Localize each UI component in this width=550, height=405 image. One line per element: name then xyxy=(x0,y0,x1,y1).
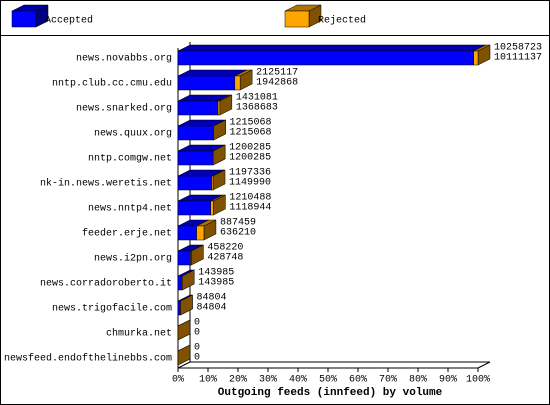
x-axis-title: Outgoing feeds (innfeed) by volume xyxy=(218,387,443,399)
value-label: 636210 xyxy=(220,228,256,239)
x-tick-label: 100% xyxy=(466,375,490,386)
value-label: 10111137 xyxy=(494,53,542,64)
x-tick-label: 30% xyxy=(259,375,277,386)
value-label: 1149990 xyxy=(229,178,271,189)
x-tick-label: 20% xyxy=(229,375,247,386)
value-label: 1215068 xyxy=(230,118,272,129)
y-tick-label: nk-in.news.weretis.net xyxy=(40,178,172,190)
value-label: 1431081 xyxy=(236,93,278,104)
legend-label: Rejected xyxy=(318,15,366,27)
y-tick-label: news.i2pn.org xyxy=(94,253,172,265)
y-tick-label: chmurka.net xyxy=(106,328,172,340)
bar xyxy=(212,144,226,166)
x-tick-label: 10% xyxy=(199,375,217,386)
y-tick-label: news.snarked.org xyxy=(76,103,172,115)
x-tick-label: 90% xyxy=(439,375,457,386)
bar xyxy=(211,169,226,191)
y-tick-label: feeder.erje.net xyxy=(82,228,172,240)
bar xyxy=(181,269,195,291)
x-tick-label: 0% xyxy=(172,375,184,386)
bar xyxy=(180,294,193,316)
bar xyxy=(213,119,226,141)
y-tick-label: nntp.club.cc.cmu.edu xyxy=(52,78,172,90)
value-label: 428748 xyxy=(207,253,243,264)
bar xyxy=(473,44,491,66)
value-label: 1118944 xyxy=(229,203,271,214)
value-label: 1197336 xyxy=(229,168,271,179)
value-label: 1942868 xyxy=(256,78,298,89)
bar xyxy=(177,344,191,366)
value-label: 1368683 xyxy=(236,103,278,114)
value-label: 0 xyxy=(194,328,200,339)
value-label: 143985 xyxy=(198,278,234,289)
y-tick-label: news.novabbs.org xyxy=(76,53,172,65)
value-label: 1210488 xyxy=(229,193,271,204)
bar xyxy=(234,69,253,91)
legend-swatch xyxy=(284,10,310,28)
value-label: 887459 xyxy=(220,218,256,229)
value-label: 0 xyxy=(194,343,200,354)
bar xyxy=(177,44,486,66)
value-label: 10258723 xyxy=(494,43,542,54)
value-label: 0 xyxy=(194,318,200,329)
x-tick-label: 70% xyxy=(379,375,397,386)
x-axis xyxy=(477,361,491,369)
y-tick-label: news.trigofacile.com xyxy=(52,303,172,315)
value-label: 2125117 xyxy=(256,68,298,79)
y-tick-label: news.nntp4.net xyxy=(88,204,172,215)
x-tick-label: 80% xyxy=(409,375,427,386)
bar xyxy=(210,194,226,216)
value-label: 458220 xyxy=(207,243,243,254)
bar xyxy=(190,244,204,266)
x-axis xyxy=(177,361,191,369)
y-tick-label: newsfeed.endofthelinebbs.com xyxy=(4,353,172,365)
value-label: 1200285 xyxy=(229,153,271,164)
value-label: 1215068 xyxy=(230,128,272,139)
x-tick-label: 60% xyxy=(349,375,367,386)
value-label: 84804 xyxy=(196,293,226,304)
value-label: 84804 xyxy=(196,303,226,314)
bar xyxy=(217,94,233,116)
value-label: 143985 xyxy=(198,268,234,279)
value-label: 1200285 xyxy=(229,143,271,154)
y-tick-label: nntp.comgw.net xyxy=(88,154,172,165)
x-tick-label: 50% xyxy=(319,375,337,386)
legend-label: Accepted xyxy=(45,15,93,27)
x-tick-label: 40% xyxy=(289,375,307,386)
y-tick-label: news.corradoroberto.it xyxy=(40,278,172,290)
bar xyxy=(196,219,217,241)
bar xyxy=(177,319,191,341)
value-label: 0 xyxy=(194,353,200,364)
legend-swatch xyxy=(11,10,37,28)
y-tick-label: news.quux.org xyxy=(94,129,172,140)
